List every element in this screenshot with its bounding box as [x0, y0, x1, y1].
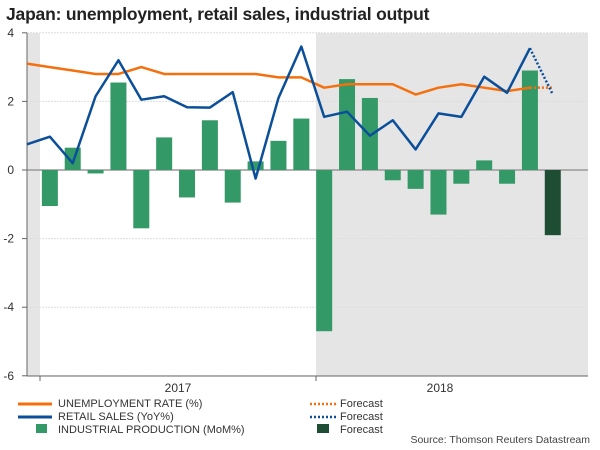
bar-industrial-production — [156, 137, 173, 170]
y-tick-label: 4 — [7, 26, 14, 40]
bar-forecast — [544, 170, 561, 236]
bar-industrial-production — [179, 170, 196, 198]
legend-forecast-unemployment: Forecast — [340, 398, 383, 410]
bar-industrial-production — [201, 120, 218, 170]
legend-forecast-industrial: Forecast — [340, 424, 383, 436]
bar-industrial-production — [270, 140, 287, 170]
legend-swatch-industrial-forecast — [317, 424, 329, 433]
bar-industrial-production — [110, 82, 127, 170]
bar-industrial-production — [247, 161, 264, 170]
bar-industrial-production — [453, 170, 470, 184]
y-tick-label: -6 — [3, 369, 14, 383]
legend-swatch-industrial — [36, 424, 47, 433]
line-retail-sales — [26, 45, 532, 180]
bar-industrial-production — [384, 170, 401, 181]
legend-industrial: INDUSTRIAL PRODUCTION (MoM%) — [58, 424, 245, 436]
bar-industrial-production — [430, 170, 447, 215]
x-year-label: 2018 — [427, 381, 454, 395]
legend-unemployment: UNEMPLOYMENT RATE (%) — [58, 398, 203, 410]
bar-industrial-production — [133, 170, 150, 229]
bar-industrial-production — [476, 160, 493, 170]
bar-industrial-production — [339, 79, 356, 170]
legend-forecast-retail: Forecast — [340, 411, 383, 423]
y-tick-label: 0 — [7, 163, 14, 177]
bar-industrial-production — [87, 170, 104, 174]
y-tick-label: 2 — [7, 94, 14, 108]
source-note: Source: Thomson Reuters Datastream — [410, 434, 590, 446]
y-tick-label: -4 — [3, 300, 14, 314]
bar-industrial-production — [407, 170, 424, 189]
chart-title: Japan: unemployment, retail sales, indus… — [6, 4, 430, 24]
y-tick-label: -2 — [3, 232, 14, 246]
line-retail-forecast — [528, 47, 554, 96]
bar-industrial-production — [521, 70, 538, 170]
bar-industrial-production — [316, 170, 333, 332]
shade-2018 — [316, 33, 588, 376]
shade-2016 — [27, 33, 40, 376]
bar-industrial-production — [224, 170, 241, 203]
bar-industrial-production — [64, 147, 81, 170]
bar-industrial-production — [293, 118, 310, 170]
x-year-label: 2017 — [165, 381, 192, 395]
legend-retail: RETAIL SALES (YoY%) — [58, 411, 174, 423]
bar-industrial-production — [41, 170, 58, 207]
bar-industrial-production — [499, 170, 516, 184]
